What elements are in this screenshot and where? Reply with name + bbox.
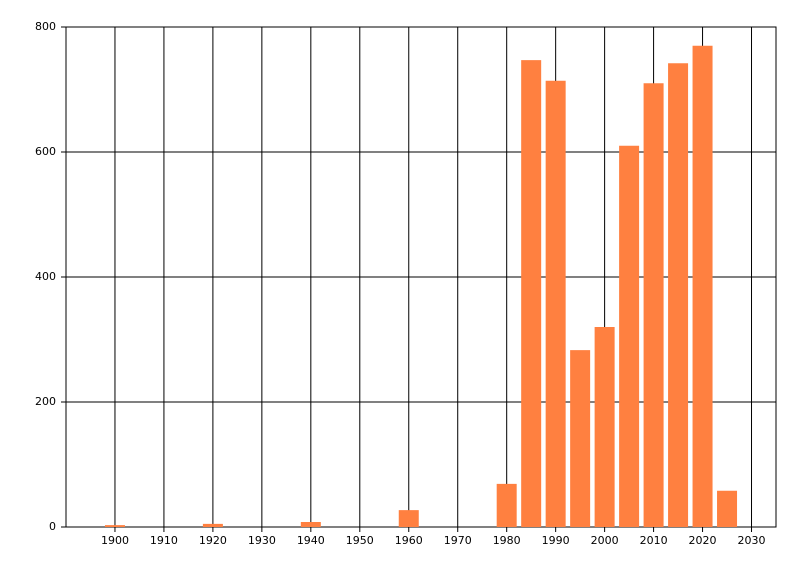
x-tick-label: 2030	[738, 534, 766, 547]
x-tick-label: 2020	[689, 534, 717, 547]
bar	[300, 522, 321, 527]
x-tick-label: 1960	[395, 534, 423, 547]
bar	[619, 145, 640, 527]
x-tick-label: 1920	[199, 534, 227, 547]
bar	[202, 523, 223, 527]
bar	[496, 483, 517, 527]
bar	[545, 80, 566, 527]
x-tick-label: 1930	[248, 534, 276, 547]
x-tick-label: 1950	[346, 534, 374, 547]
bar	[521, 60, 542, 527]
x-tick-label: 2000	[591, 534, 619, 547]
y-tick-label: 600	[35, 145, 56, 158]
bar	[668, 63, 689, 527]
bar	[594, 327, 615, 527]
bar	[643, 83, 664, 527]
y-tick-label: 800	[35, 20, 56, 33]
x-tick-label: 2010	[640, 534, 668, 547]
bar	[570, 350, 591, 527]
y-tick-label: 400	[35, 270, 56, 283]
x-tick-label: 1980	[493, 534, 521, 547]
bar	[692, 45, 713, 527]
x-tick-label: 1910	[150, 534, 178, 547]
y-tick-label: 0	[49, 520, 56, 533]
x-tick-label: 1990	[542, 534, 570, 547]
x-tick-label: 1970	[444, 534, 472, 547]
bar	[104, 525, 125, 527]
bar	[398, 510, 419, 527]
y-tick-label: 200	[35, 395, 56, 408]
x-tick-label: 1900	[101, 534, 129, 547]
x-tick-label: 1940	[297, 534, 325, 547]
bar	[717, 490, 738, 527]
